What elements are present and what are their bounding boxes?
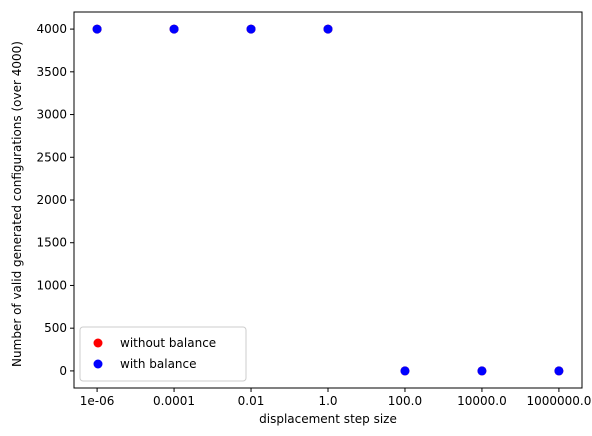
y-tick-label: 3500 [36,65,67,79]
y-tick-label: 1500 [36,236,67,250]
y-axis-ticks: 0 500 1000 1500 2000 2500 3000 3500 4000 [36,22,74,378]
x-tick-label: 0.0001 [153,394,195,408]
x-tick-label: 10000.0 [457,394,507,408]
x-tick-label: 1.0 [318,394,337,408]
point-with-balance-4 [400,366,410,376]
legend-box [79,326,247,382]
point-with-balance-0 [92,24,102,34]
legend-marker-without-balance [93,338,103,348]
x-tick-label: 1e-06 [80,394,115,408]
y-tick-label: 2000 [36,193,67,207]
legend-label: without balance [120,336,216,350]
x-tick-label: 1000000.0 [526,394,591,408]
y-tick-label: 2500 [36,150,67,164]
y-tick-label: 0 [59,364,67,378]
x-axis-label: displacement step size [259,412,397,426]
legend-label: with balance [120,357,197,371]
y-tick-label: 1000 [36,278,67,292]
x-tick-label: 0.01 [238,394,265,408]
legend-marker-with-balance [93,359,103,369]
plot-frame [73,11,583,389]
point-with-balance-6 [554,366,564,376]
y-tick-label: 500 [44,321,67,335]
y-tick-label: 3000 [36,108,67,122]
x-tick-label: 100.0 [388,394,422,408]
y-axis-label: Number of valid generated configurations… [10,41,24,367]
y-tick-label: 4000 [36,22,67,36]
point-with-balance-1 [169,24,179,34]
point-with-balance-5 [477,366,487,376]
point-with-balance-2 [246,24,256,34]
point-with-balance-3 [323,24,333,34]
data-points [92,24,564,376]
legend: without balance with balance [79,326,247,382]
x-axis-ticks: 1e-06 0.0001 0.01 1.0 100.0 10000.0 1000000.0 [80,388,591,408]
